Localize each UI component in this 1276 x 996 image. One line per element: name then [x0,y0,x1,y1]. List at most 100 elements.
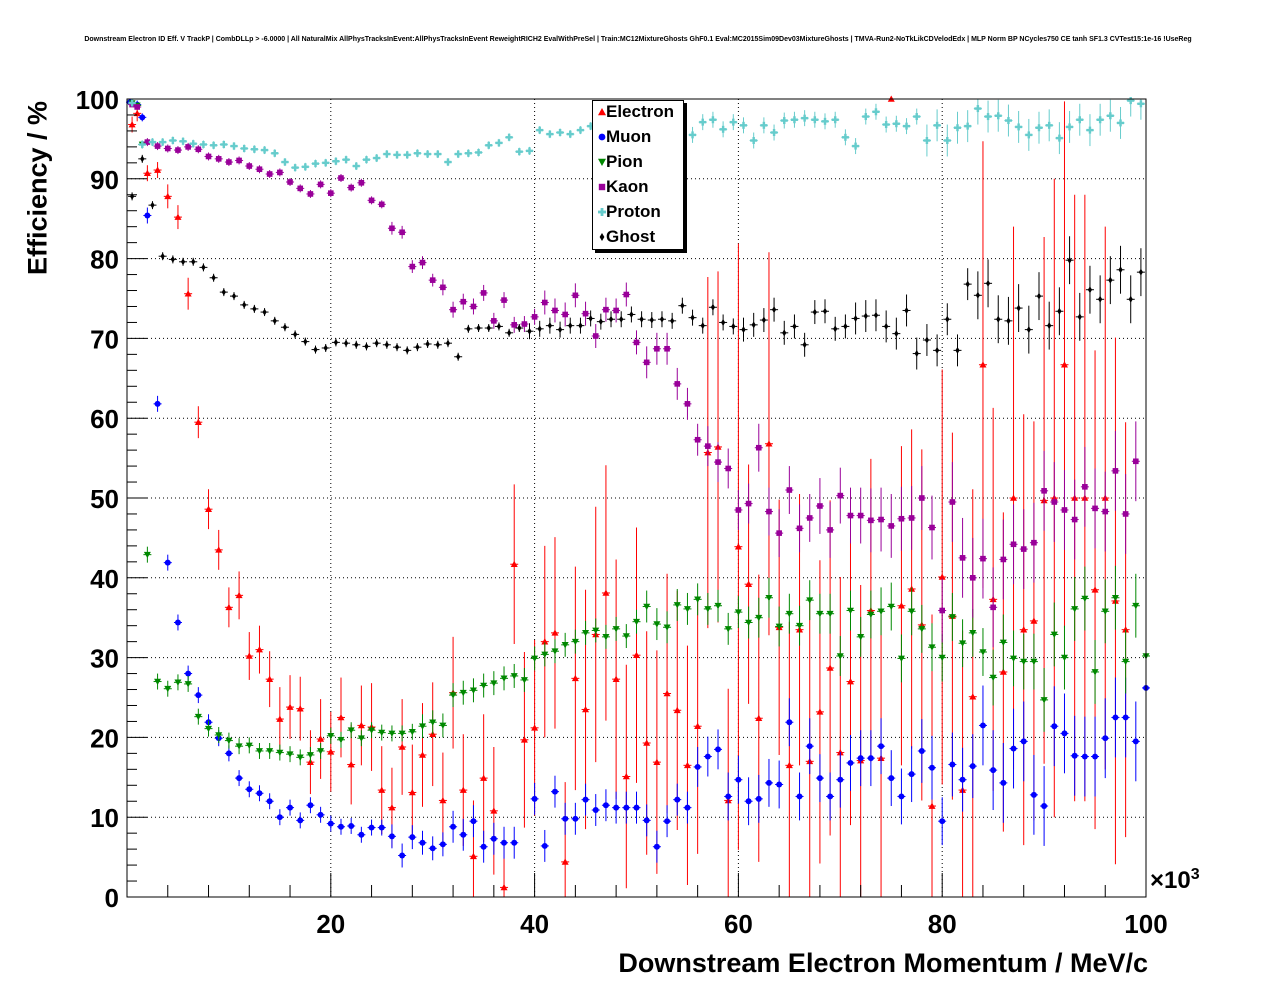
data-point [882,121,890,129]
cross-v [334,157,338,165]
cross-v [1078,116,1081,124]
data-point [984,113,992,121]
y-axis-label: Efficiency / % [22,100,53,276]
cross-v [130,99,134,107]
data-point [1006,317,1011,325]
data-point [531,655,539,662]
cross-v [263,146,266,154]
data-point [938,573,946,580]
data-point [592,333,599,339]
cross-v [946,136,949,144]
pion-marker-icon [598,158,606,166]
data-point [459,786,467,793]
data-point [276,749,284,757]
x-tick-label: 100 [1124,909,1167,939]
data-point [1128,295,1133,303]
data-point [491,318,497,324]
data-point [792,322,797,330]
data-point [1086,126,1094,134]
data-point [741,326,746,334]
data-point [1091,586,1099,593]
data-point [714,602,722,610]
cross-v [293,164,297,172]
data-point [999,639,1007,646]
data-point [602,589,610,596]
data-point [867,611,875,619]
cross-v [477,148,480,156]
data-point [776,781,783,788]
data-point [704,753,711,760]
muon-marker-icon [598,133,606,141]
cross-v [253,145,256,153]
data-point [261,146,269,154]
data-point [460,298,467,305]
data-point [378,786,386,793]
data-point [460,831,467,838]
data-point [812,308,817,316]
data-point [802,341,807,349]
data-point [602,802,609,809]
cross-v [436,150,440,158]
cross-v [324,159,327,167]
data-point [822,307,828,315]
data-point [913,113,921,121]
data-point [1041,803,1048,810]
data-point [811,116,819,124]
data-point [566,130,574,138]
data-point [495,139,503,147]
data-point [1117,119,1125,127]
data-point [189,140,197,148]
data-point [690,314,695,322]
data-point [582,630,590,637]
data-point [663,624,671,631]
data-point [602,634,610,641]
data-point [486,324,491,332]
cross-v [518,148,521,156]
cross-v [976,105,980,113]
data-point [245,652,253,659]
data-point [148,138,156,146]
cross-v [997,112,1000,120]
data-point [623,804,630,811]
data-point [806,515,813,521]
data-point [1004,117,1012,125]
data-point [409,834,416,841]
cross-v [600,208,604,216]
data-point [994,112,1002,120]
data-point [271,149,279,157]
data-point [276,814,283,821]
data-point [734,543,742,550]
data-point [571,674,579,682]
data-point [1020,546,1027,552]
data-point [979,361,987,368]
data-point [1010,541,1017,548]
data-point [358,831,365,838]
data-point [771,306,777,314]
data-point [266,171,273,177]
cross-v [1037,124,1041,132]
data-point [531,314,538,320]
data-point [847,759,854,766]
data-point [898,515,905,522]
data-point [969,763,976,770]
data-point [531,724,539,731]
legend: Electron Muon Pion Kaon Proton Ghost [592,100,684,250]
cross-v [772,129,776,137]
data-point [821,117,829,125]
data-point [185,670,192,677]
data-point [923,136,931,144]
data-point [307,191,314,197]
data-point [201,263,206,271]
data-point [1101,608,1109,615]
data-point [852,142,860,150]
data-point [297,185,304,192]
data-point [221,288,226,296]
data-point [357,735,365,742]
data-point [1122,626,1130,633]
data-point [205,725,213,733]
data-point [903,122,911,130]
data-point [715,746,721,753]
data-point [694,436,701,443]
cross-v [1088,126,1092,134]
data-point [215,546,223,553]
